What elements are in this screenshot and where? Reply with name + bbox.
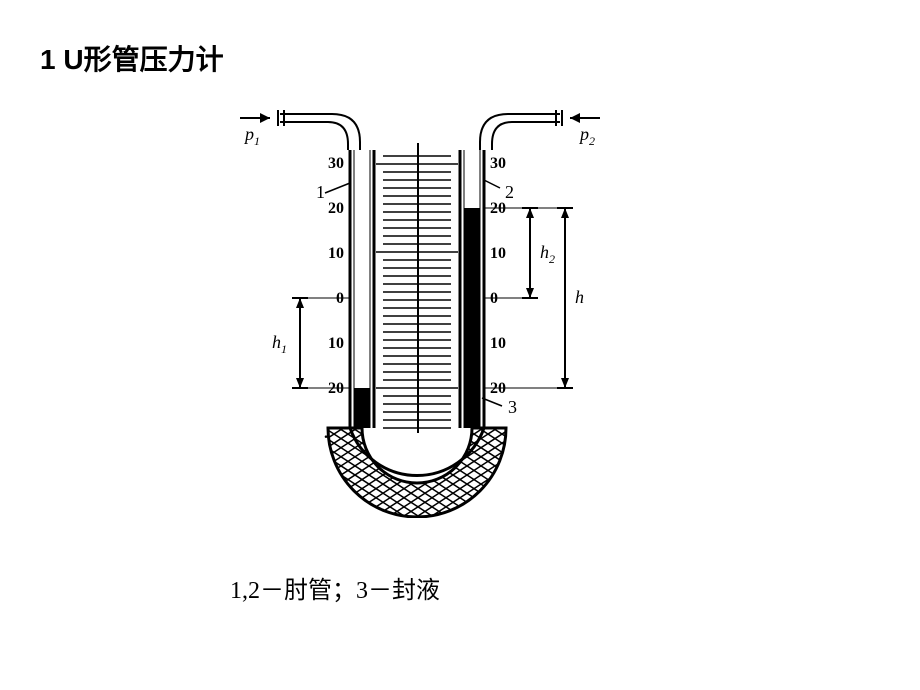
svg-text:10: 10 [328,335,344,352]
svg-text:3: 3 [508,397,517,417]
page: 1 U形管压力计 p1p23030202010100010102020.3030… [0,0,920,690]
diagram-caption: 1,2－肘管；3－封液 [230,570,440,605]
svg-text:p1: p1 [243,124,260,148]
manometer-diagram: p1p23030202010100010102020.3030123h1h2h [220,88,620,518]
svg-text:h1: h1 [272,332,287,356]
svg-text:10: 10 [328,245,344,262]
svg-text:1: 1 [316,182,325,202]
svg-text:2: 2 [505,182,514,202]
svg-text:h: h [575,287,584,307]
manometer-svg: p1p23030202010100010102020.3030123h1h2h [220,88,620,518]
page-title: 1 U形管压力计 [40,38,224,78]
svg-text:p2: p2 [578,124,595,148]
svg-text:10: 10 [490,245,506,262]
svg-text:20: 20 [328,200,344,217]
svg-text:10: 10 [490,335,506,352]
svg-text:30: 30 [490,155,506,172]
svg-text:30: 30 [328,155,344,172]
svg-text:h2: h2 [540,242,555,266]
